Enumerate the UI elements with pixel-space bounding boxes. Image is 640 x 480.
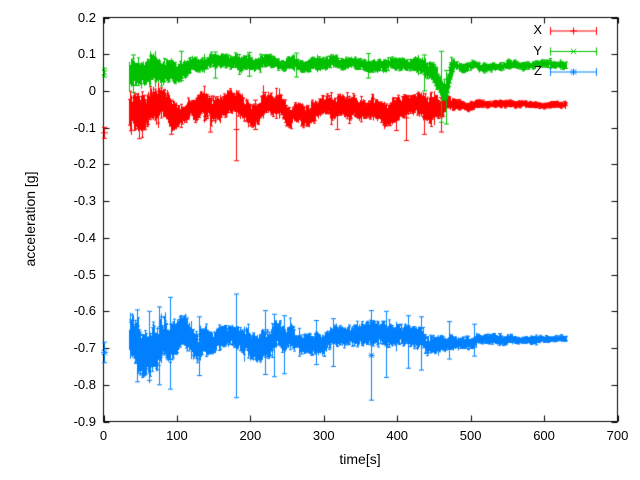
y-tick-label: 0.1 xyxy=(77,46,96,62)
x-tick-label: 0 xyxy=(99,428,108,443)
y-tick-label: -0.4 xyxy=(73,229,96,245)
x-tick-label: 700 xyxy=(606,428,629,443)
legend-label-x: X xyxy=(533,22,542,37)
y-tick-label: -0.6 xyxy=(73,303,96,319)
y-tick-label: -0.9 xyxy=(73,413,96,429)
y-tick-label: 0 xyxy=(88,82,96,98)
y-tick-label: -0.8 xyxy=(73,376,96,392)
x-tick-label: 100 xyxy=(166,428,188,443)
y-tick-label: -0.1 xyxy=(73,119,96,135)
x-tick-label: 400 xyxy=(386,428,409,443)
y-tick-label: -0.7 xyxy=(73,340,96,356)
y-tick-label: -0.3 xyxy=(73,193,96,209)
x-axis-title: time[s] xyxy=(339,451,381,467)
x-tick-label: 300 xyxy=(312,428,335,443)
x-tick-label: 500 xyxy=(459,428,482,443)
legend-label-y: Y xyxy=(533,42,542,58)
y-axis-title: acceleration [g] xyxy=(22,171,38,267)
x-tick-label: 600 xyxy=(533,428,555,443)
legend-label-z: Z xyxy=(534,63,542,78)
y-tick-label: -0.5 xyxy=(73,266,96,282)
y-tick-label: -0.2 xyxy=(73,156,96,172)
y-tick-label: 0.2 xyxy=(77,9,96,25)
x-tick-label: 200 xyxy=(239,428,262,443)
